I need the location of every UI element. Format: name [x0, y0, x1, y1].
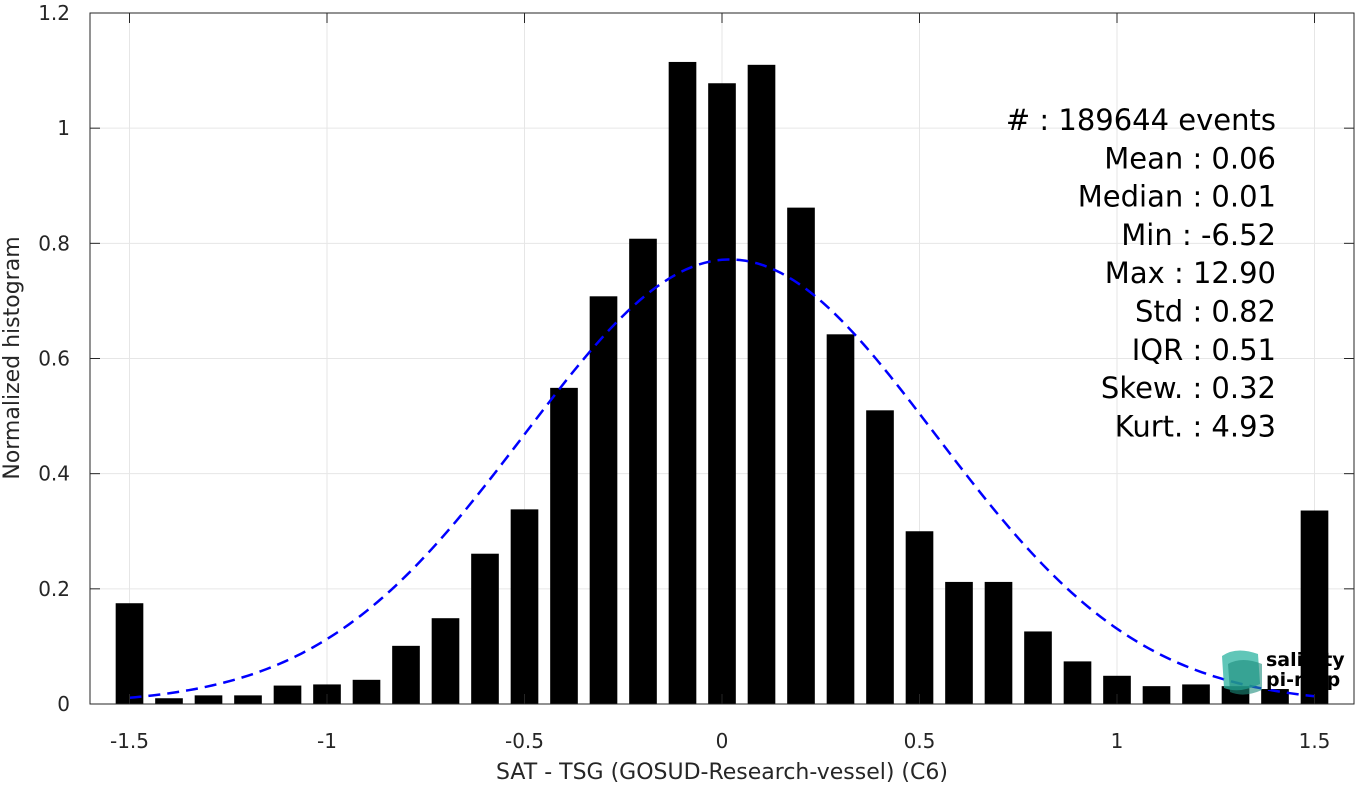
histogram-bar [905, 531, 934, 704]
histogram-bar [471, 553, 499, 704]
histogram-bar [510, 509, 539, 704]
histogram-bar [352, 679, 381, 704]
stat-value: : 12.90 [1174, 256, 1276, 290]
x-tick-labels: -1.5 -1 -0.5 0 0.5 1 1.5 [110, 729, 1330, 753]
histogram-bar [629, 238, 657, 704]
histogram-bar [589, 296, 618, 704]
stat-label: Min [1121, 218, 1182, 252]
stat-value: : 0.32 [1192, 371, 1276, 405]
stat-line: Skew. : 0.32 [1101, 371, 1276, 405]
logo-wave-shadow-icon [1228, 660, 1262, 695]
histogram-bar [234, 695, 262, 704]
histogram-bar [866, 410, 894, 704]
histogram-bar [550, 387, 578, 704]
histogram-bar [1142, 686, 1171, 704]
histogram-bar [273, 685, 302, 704]
stat-label: Kurt. [1115, 409, 1193, 443]
y-tick-label: 0.8 [38, 231, 70, 255]
stat-line: IQR : 0.51 [1132, 333, 1276, 367]
stat-line: Mean : 0.06 [1104, 141, 1276, 175]
y-tick-labels: 0 0.2 0.4 0.6 0.8 1 1.2 [38, 1, 70, 716]
stat-label: IQR [1132, 333, 1193, 367]
histogram-bar [1261, 689, 1289, 704]
y-axis-label: Normalized histogram [0, 236, 25, 479]
stat-label: # [1006, 103, 1040, 137]
stat-label: Skew. [1101, 371, 1193, 405]
y-tick-label: 1 [57, 116, 70, 140]
stat-label: Std [1135, 295, 1192, 329]
statistics-annotation: # : 189644 events Mean : 0.06 Median : 0.0… [1006, 103, 1276, 443]
stat-value: : 0.82 [1192, 295, 1276, 329]
x-axis-label: SAT - TSG (GOSUD-Research-vessel) (C6) [496, 760, 948, 785]
y-tick-label: 0.2 [38, 577, 70, 601]
x-tick-label: 0 [716, 729, 729, 753]
histogram-bar [1024, 631, 1052, 704]
x-tick-label: 1 [1111, 729, 1124, 753]
axis-ticks [90, 12, 1354, 705]
histogram-bar [668, 61, 697, 704]
stat-value: : 4.93 [1192, 409, 1276, 443]
y-tick-label: 0 [57, 692, 70, 716]
salinity-pi-mep-logo: salinity pi-mep [1222, 649, 1345, 695]
histogram-bar [115, 603, 144, 704]
stat-label: Max [1105, 256, 1174, 290]
stat-line: # : 189644 events [1006, 103, 1276, 137]
stat-label: Median [1078, 180, 1193, 214]
stat-line: Kurt. : 4.93 [1115, 409, 1276, 443]
stat-value: : 0.01 [1192, 180, 1276, 214]
stat-line: Std : 0.82 [1135, 295, 1276, 329]
histogram-bar [1182, 684, 1210, 704]
x-tick-label: -1.5 [110, 729, 149, 753]
stat-label: Mean [1104, 141, 1192, 175]
histogram-bar [1063, 661, 1092, 704]
histogram-bar [392, 645, 420, 704]
stat-line: Median : 0.01 [1078, 180, 1276, 214]
stat-value: : 189644 events [1039, 103, 1276, 137]
logo-line-1: salinity [1266, 649, 1345, 671]
y-tick-label: 1.2 [38, 1, 70, 25]
histogram-bar [1300, 510, 1329, 704]
x-tick-label: 1.5 [1299, 729, 1331, 753]
histogram-bar [747, 64, 776, 704]
stat-value: : -6.52 [1182, 218, 1276, 252]
histogram-bar [194, 695, 223, 704]
logo-line-2: pi-mep [1266, 669, 1340, 691]
y-tick-label: 0.6 [38, 347, 70, 371]
x-tick-label: -1 [317, 729, 337, 753]
stat-line: Max : 12.90 [1105, 256, 1276, 290]
x-tick-label: -0.5 [505, 729, 544, 753]
histogram-bar [945, 581, 973, 704]
stat-line: Min : -6.52 [1121, 218, 1276, 252]
histogram-bar [708, 83, 736, 705]
gaussian-fit-curve [129, 258, 1315, 700]
histogram-bar [787, 207, 815, 705]
y-tick-label: 0.4 [38, 462, 70, 486]
x-tick-label: 0.5 [904, 729, 936, 753]
histogram-bar [826, 334, 855, 704]
stat-value: : 0.06 [1192, 141, 1276, 175]
histogram-bar [155, 698, 183, 704]
histogram-bar [984, 581, 1013, 704]
histogram-bar [431, 618, 460, 704]
stat-value: : 0.51 [1192, 333, 1276, 367]
